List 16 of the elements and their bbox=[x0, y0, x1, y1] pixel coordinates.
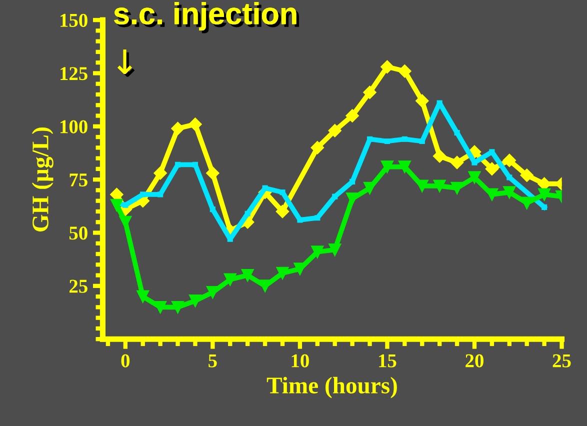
x-tick-label: 10 bbox=[292, 354, 309, 368]
x-tick-label: 5 bbox=[208, 354, 217, 368]
y-tick-label: 150 bbox=[60, 14, 88, 27]
annotation: ↓ bbox=[118, 50, 135, 77]
x-tick-label: 25 bbox=[552, 354, 571, 368]
y-tick-label: 25 bbox=[70, 280, 88, 293]
x-tick-label: 15 bbox=[379, 354, 396, 368]
y-tick-label: 100 bbox=[60, 120, 88, 134]
y-tick-label: 50 bbox=[69, 226, 88, 240]
y-tick-label: 75 bbox=[70, 174, 88, 186]
x-axis-title: Time (hours) bbox=[266, 376, 397, 398]
y-axis-title: GH (µg/L) bbox=[32, 128, 54, 232]
y-tick-label: 125 bbox=[60, 67, 88, 80]
chart-title: s.c. injection bbox=[114, 2, 299, 34]
x-tick-label: 0 bbox=[121, 354, 130, 368]
x-tick-label: 20 bbox=[466, 354, 484, 368]
